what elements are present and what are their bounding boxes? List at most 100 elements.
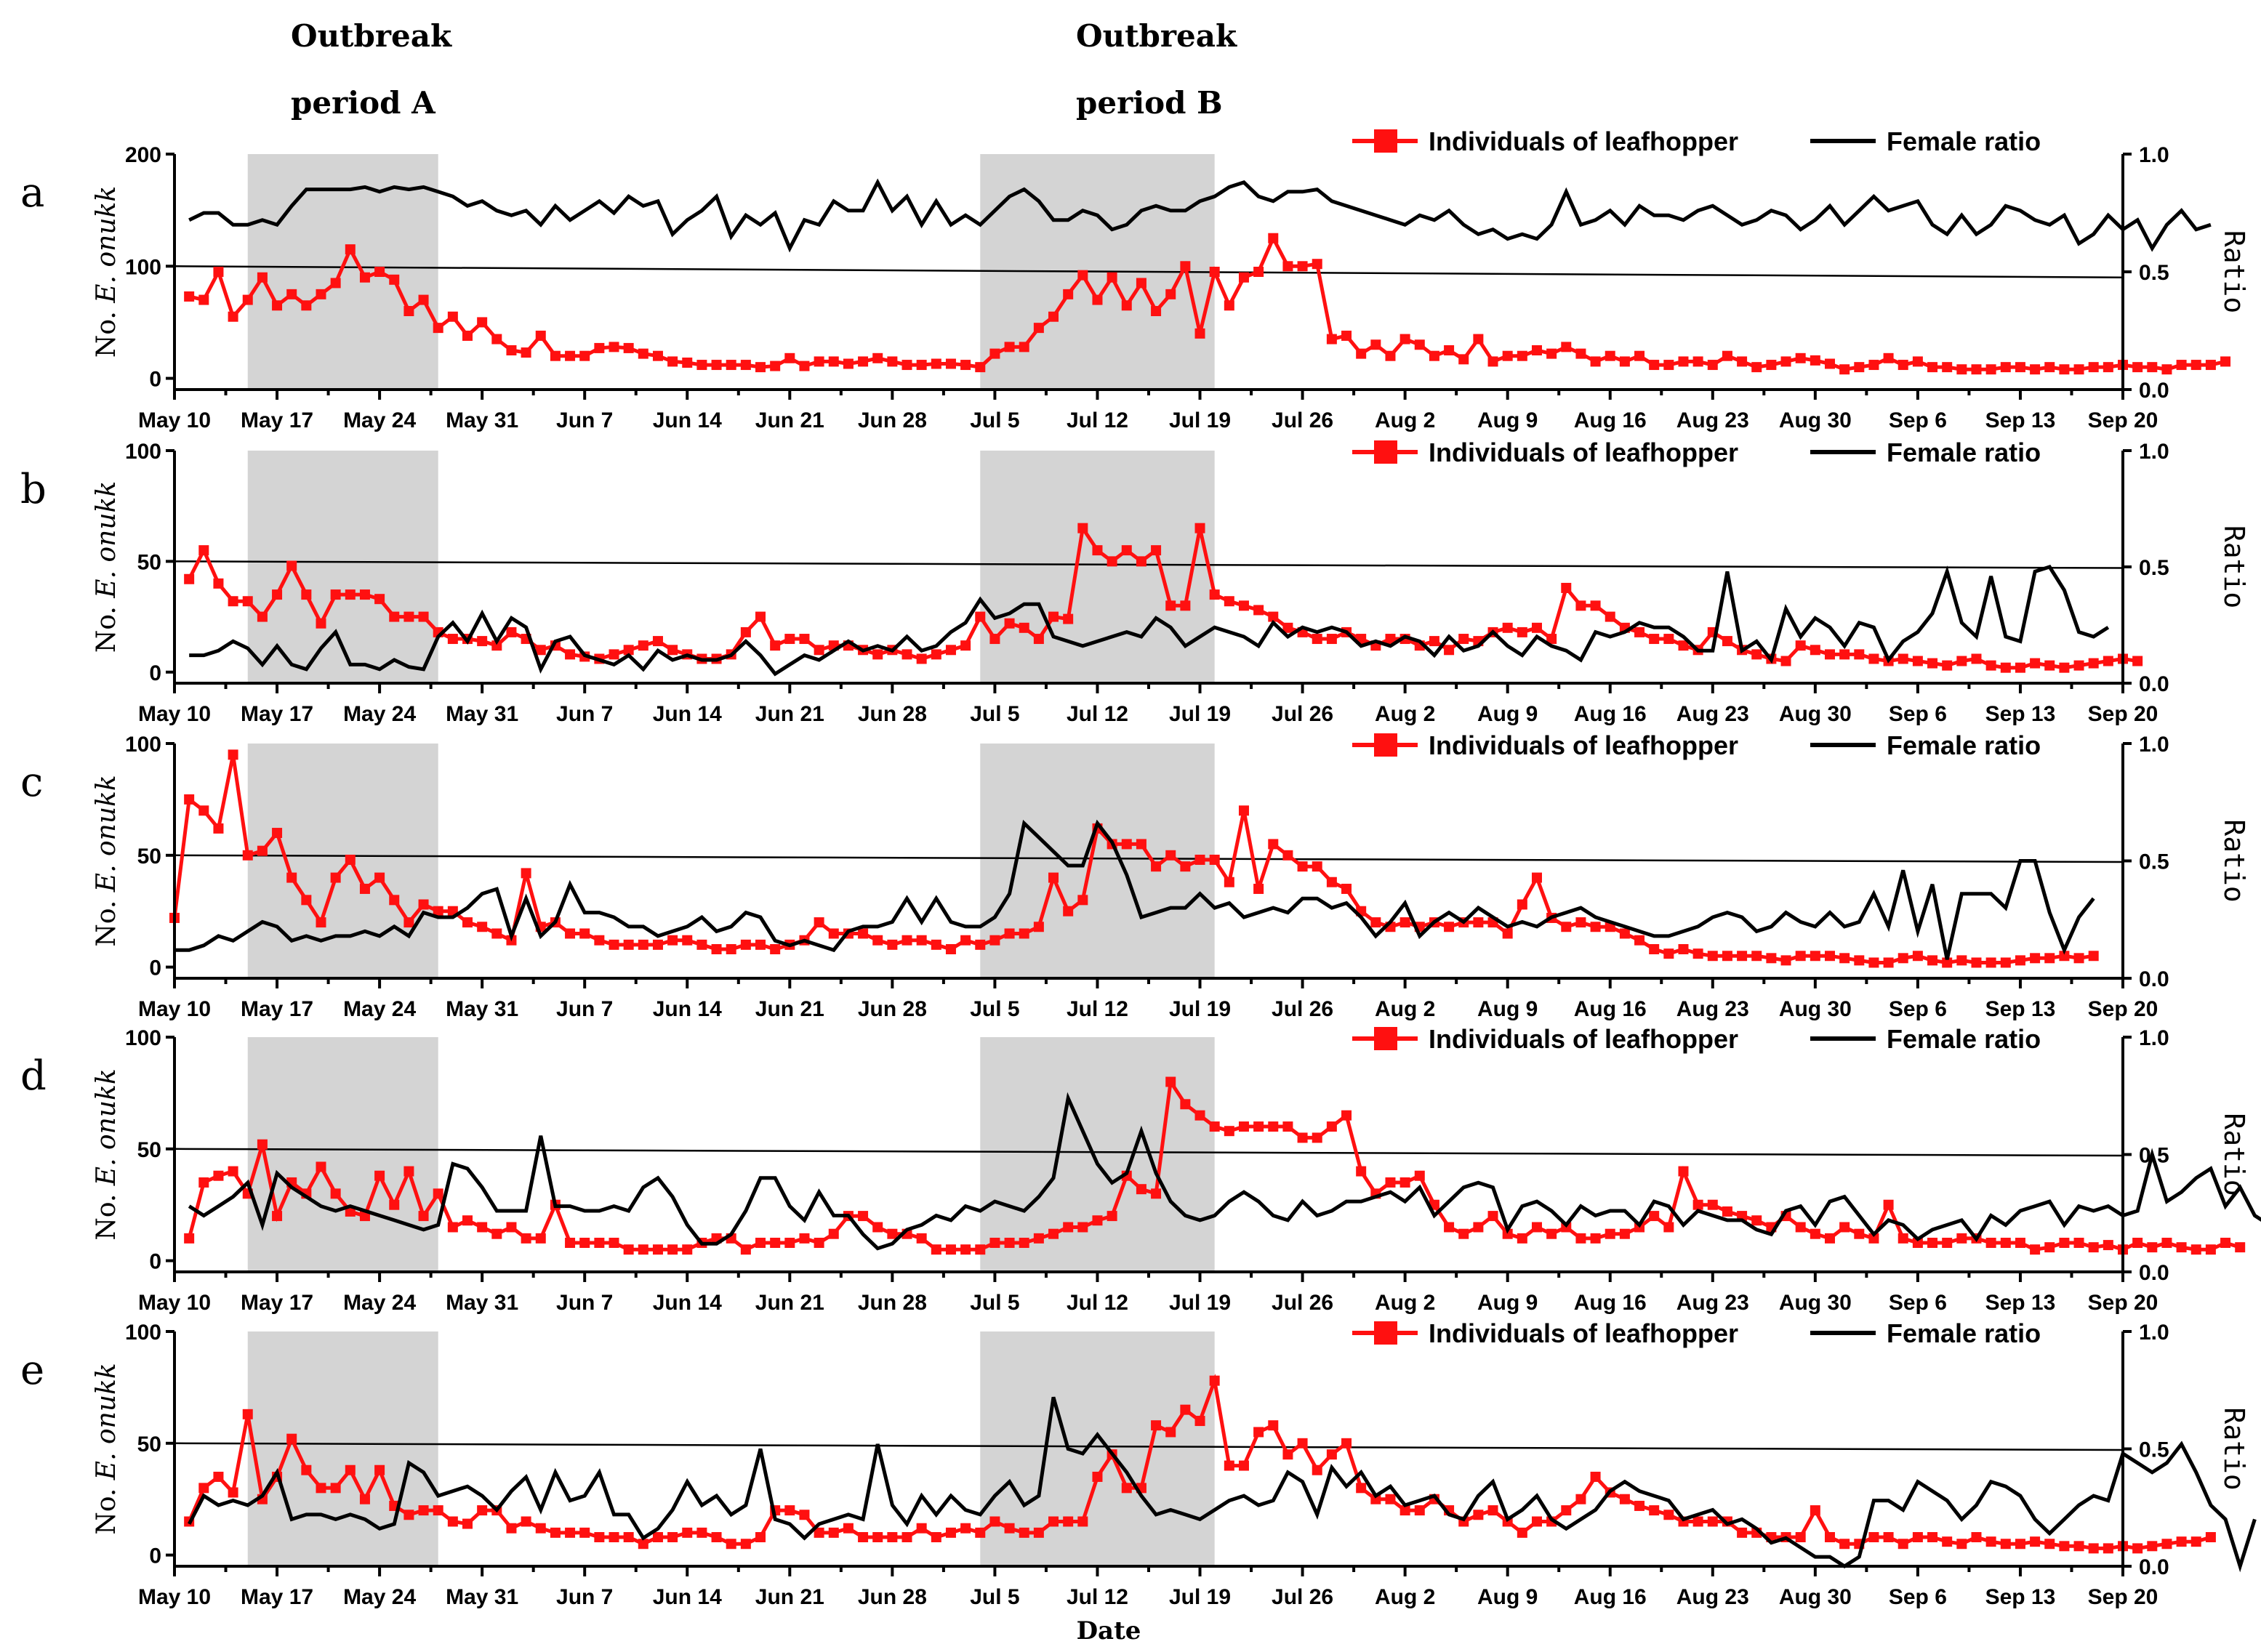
count-point xyxy=(2103,1543,2113,1554)
count-point xyxy=(682,1244,693,1255)
x-tick-label: Aug 23 xyxy=(1676,408,1749,432)
count-point xyxy=(1458,354,1469,365)
count-point xyxy=(1282,261,1293,272)
count-point xyxy=(594,935,605,946)
count-point xyxy=(1575,1494,1586,1504)
count-point xyxy=(2073,953,2084,964)
count-point xyxy=(286,872,297,883)
period-a-label: period A xyxy=(291,85,436,121)
count-point xyxy=(1238,272,1249,283)
x-tick-label: Aug 9 xyxy=(1477,702,1538,726)
count-point xyxy=(989,348,1000,359)
count-point xyxy=(257,845,268,856)
x-tick-label: May 24 xyxy=(343,1291,416,1315)
count-point xyxy=(1839,1539,1850,1550)
count-point xyxy=(1839,364,1850,375)
count-point xyxy=(1590,356,1601,367)
count-point xyxy=(931,939,941,950)
count-point xyxy=(2015,362,2025,373)
count-point xyxy=(1883,1532,1894,1543)
count-point xyxy=(1810,1228,1820,1239)
count-point xyxy=(1165,600,1176,611)
count-point xyxy=(1751,362,1762,373)
y-left-tick-label: 200 xyxy=(125,143,161,167)
count-point xyxy=(579,1527,590,1538)
panel-letter: d xyxy=(20,1052,47,1100)
count-point xyxy=(1297,1132,1308,1143)
legend-ratio-label: Female ratio xyxy=(1887,1318,2041,1348)
count-point xyxy=(389,274,400,285)
count-point xyxy=(2132,656,2143,666)
count-point xyxy=(623,342,634,353)
count-point xyxy=(1092,1471,1103,1482)
count-point xyxy=(1004,342,1015,352)
count-point xyxy=(1063,906,1074,916)
x-axis-label: Date xyxy=(1077,1616,1141,1645)
y-right-tick-label: 0.0 xyxy=(2139,379,2169,403)
count-point xyxy=(652,1532,663,1543)
count-point xyxy=(1692,948,1703,959)
count-point xyxy=(2044,1242,2055,1253)
count-point xyxy=(1019,1238,1029,1249)
count-point xyxy=(1619,1228,1630,1239)
count-point xyxy=(316,1483,326,1494)
count-point xyxy=(213,1170,224,1181)
count-point xyxy=(374,267,385,277)
count-point xyxy=(1033,1233,1044,1244)
count-point xyxy=(2205,1532,2216,1543)
count-point xyxy=(1004,1523,1015,1534)
count-point xyxy=(1649,1505,1660,1516)
x-tick-label: Jun 7 xyxy=(556,702,613,726)
count-point xyxy=(740,360,751,371)
count-point xyxy=(433,1505,443,1516)
y-right-tick-label: 0.5 xyxy=(2139,556,2169,580)
count-point xyxy=(1751,951,1762,962)
count-point xyxy=(1956,656,1967,666)
count-point xyxy=(755,939,766,950)
panel-b: May 10 May 17 May 24 May 31 Jun 7 Jun 14 Jun 2… xyxy=(20,438,2250,726)
count-point xyxy=(1297,861,1308,872)
count-point xyxy=(901,649,912,660)
count-point xyxy=(2176,360,2187,371)
count-point xyxy=(1927,1532,1938,1543)
count-point xyxy=(1004,928,1015,939)
y-right-tick-label: 0.5 xyxy=(2139,1144,2169,1168)
count-point xyxy=(403,917,414,928)
count-point xyxy=(521,347,531,358)
x-tick-label: May 10 xyxy=(138,1291,211,1315)
legend-count-marker xyxy=(1374,129,1397,153)
x-tick-label: Aug 2 xyxy=(1375,1291,1435,1315)
y-right-tick-label: 1.0 xyxy=(2139,440,2169,464)
x-tick-label: Aug 23 xyxy=(1676,997,1749,1021)
count-point xyxy=(1209,854,1220,865)
count-point xyxy=(316,1161,326,1172)
female-ratio-line xyxy=(188,178,2212,253)
count-point xyxy=(1444,345,1455,355)
count-point xyxy=(1546,634,1557,645)
count-point xyxy=(330,589,341,600)
count-point xyxy=(433,906,443,916)
count-point xyxy=(1253,1121,1264,1132)
count-point xyxy=(1605,611,1615,622)
count-point xyxy=(1605,1228,1615,1239)
count-point xyxy=(272,589,283,600)
x-tick-label: Aug 16 xyxy=(1574,1585,1647,1609)
count-point xyxy=(2030,1536,2041,1547)
count-point xyxy=(667,935,678,946)
count-point xyxy=(1385,1494,1396,1504)
x-tick-label: Aug 16 xyxy=(1574,702,1647,726)
count-point xyxy=(359,1494,370,1504)
count-point xyxy=(374,1170,385,1181)
panel-a: May 10 May 17 May 24 May 31 Jun 7 Jun 14 Jun 2… xyxy=(20,126,2250,432)
count-point xyxy=(1180,1099,1191,1110)
count-point xyxy=(242,294,253,305)
count-point xyxy=(2073,660,2084,671)
count-point xyxy=(1575,1233,1586,1244)
y-axis-label-left: No. E. onukk xyxy=(92,1068,121,1240)
count-point xyxy=(916,653,927,664)
count-point xyxy=(1063,289,1074,299)
count-point xyxy=(1136,1184,1146,1195)
x-tick-label: Sep 13 xyxy=(1985,1585,2056,1609)
x-tick-label: Jul 12 xyxy=(1067,1291,1128,1315)
x-tick-label: Jun 14 xyxy=(653,997,722,1021)
